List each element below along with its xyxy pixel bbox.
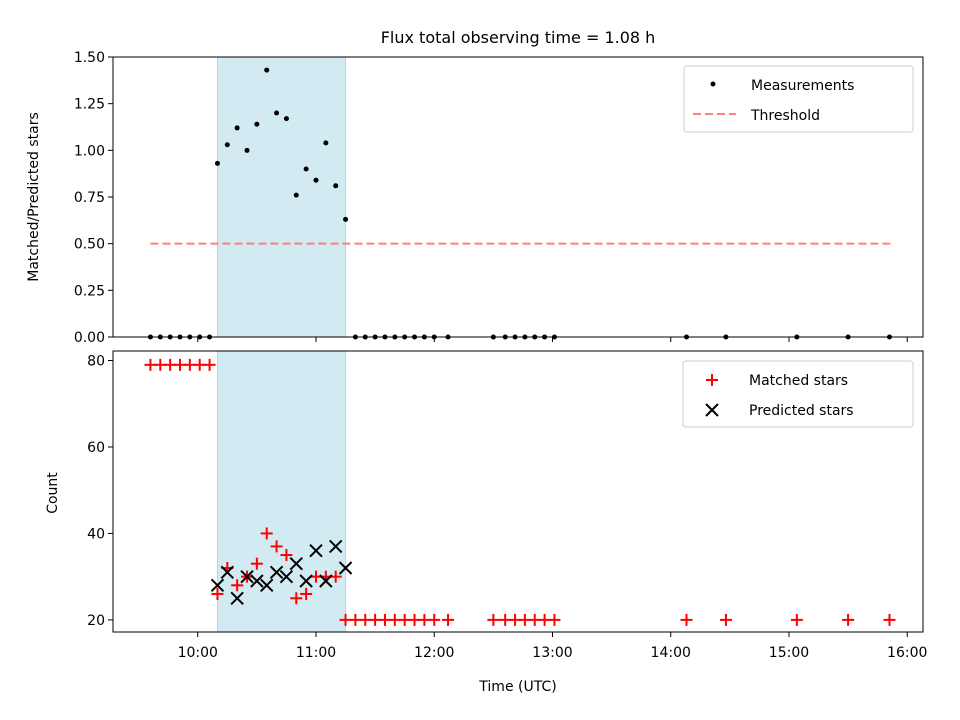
measurement-point: [303, 166, 309, 172]
x-ticks: 10:00 11:00 12:00 13:00 14:00 15:00 16:00: [178, 632, 927, 661]
measurement-point: [244, 147, 250, 153]
matched-star-point: [300, 587, 313, 600]
measurement-point: [343, 216, 349, 222]
legend-x-marker: [705, 403, 719, 417]
matched-star-point: [250, 557, 263, 570]
x-tick-label: 16:00: [887, 645, 927, 661]
legend: Matched stars Predicted stars: [682, 360, 914, 428]
legend-label: Predicted stars: [749, 403, 854, 419]
panel-ratio: 0.00 0.25 0.50 0.75 1.00 1.25 1.50 Matched/Pre…: [26, 50, 924, 346]
y-tick-label: 1.50: [74, 50, 105, 66]
predicted-star-point: [319, 574, 333, 588]
y-axis-label: Matched/Predicted stars: [26, 112, 42, 282]
axes-frame: [112, 350, 924, 633]
matched-star-point: [211, 587, 224, 600]
y-tick-label: 0.25: [74, 283, 105, 299]
predicted-star-point: [299, 574, 313, 588]
y-tick-label: 60: [87, 440, 105, 456]
matched-star-point: [719, 613, 732, 626]
predicted-star-point: [250, 574, 264, 588]
y-tick-label: 0.75: [74, 190, 105, 206]
matched-star-point: [280, 549, 293, 562]
measurement-point: [293, 192, 299, 198]
predicted-star-point: [309, 544, 323, 558]
matched-star-point: [548, 613, 561, 626]
measurement-point: [313, 177, 319, 183]
matched-star-point: [883, 613, 896, 626]
predicted-star-point: [289, 556, 303, 571]
matched-star-point: [487, 613, 500, 626]
measurement-point: [234, 125, 240, 131]
predicted-star-point: [220, 565, 235, 580]
x-tick-label: 10:00: [178, 645, 218, 661]
measurement-point: [224, 142, 230, 148]
predicted-star-point: [328, 539, 343, 554]
predicted-star-point: [279, 569, 294, 584]
measurement-point: [283, 116, 289, 122]
matched-star-point: [790, 613, 803, 626]
x-tick-label: 12:00: [414, 645, 454, 661]
highlight-span: [216, 56, 347, 338]
y-tick-label: 1.00: [74, 143, 105, 159]
axes-frame: [112, 56, 924, 338]
y-tick-label: 0.00: [74, 330, 105, 346]
y-tick-label: 20: [87, 613, 105, 629]
y-axis-label: Count: [45, 472, 61, 514]
matched-star-point: [428, 613, 441, 626]
y-tick-label: 1.25: [74, 97, 105, 113]
measurement-point: [333, 183, 339, 189]
legend-label: Threshold: [750, 108, 820, 124]
y-tick-label: 0.50: [74, 237, 105, 253]
matched-star-point: [231, 579, 244, 592]
x-ticks: [197, 337, 908, 342]
measurement-point: [264, 67, 270, 73]
legend-dot-marker: [710, 81, 716, 87]
predicted-star-point: [240, 569, 254, 584]
predicted-star-point: [338, 561, 353, 575]
matched-star-point: [270, 540, 283, 553]
matched-star-point: [260, 527, 273, 540]
matched-star-point: [203, 358, 216, 371]
measurement-marks: [147, 67, 892, 340]
measurement-point: [274, 110, 280, 116]
matched-star-point: [842, 613, 855, 626]
y-ticks: 20 40 60 80: [87, 354, 113, 629]
matched-star-point: [442, 613, 455, 626]
figure-title: Flux total observing time = 1.08 h: [381, 28, 656, 47]
predicted-star-point: [230, 591, 244, 605]
matched-star-point: [329, 570, 342, 583]
legend-label: Matched stars: [749, 373, 848, 389]
matched-star-point: [290, 592, 303, 605]
predicted-star-point: [260, 578, 274, 593]
measurement-point: [254, 121, 260, 127]
legend: Measurements Threshold: [683, 65, 914, 133]
x-tick-label: 13:00: [532, 645, 572, 661]
y-tick-label: 40: [87, 526, 105, 542]
count-marks: [144, 358, 896, 626]
legend-box: [683, 65, 914, 133]
x-tick-label: 15:00: [769, 645, 809, 661]
legend-box: [682, 360, 914, 428]
y-ticks: 0.00 0.25 0.50 0.75 1.00 1.25 1.50: [74, 50, 113, 346]
matched-star-point: [680, 613, 693, 626]
predicted-star-point: [210, 578, 225, 593]
legend-plus-marker: [706, 374, 718, 386]
y-tick-label: 80: [87, 354, 105, 370]
predicted-star-point: [269, 565, 284, 580]
x-tick-label: 14:00: [651, 645, 691, 661]
x-tick-label: 11:00: [296, 645, 336, 661]
x-axis-label: Time (UTC): [478, 679, 556, 695]
legend-label: Measurements: [751, 78, 854, 94]
measurement-point: [214, 160, 220, 166]
measurement-point: [323, 140, 329, 146]
